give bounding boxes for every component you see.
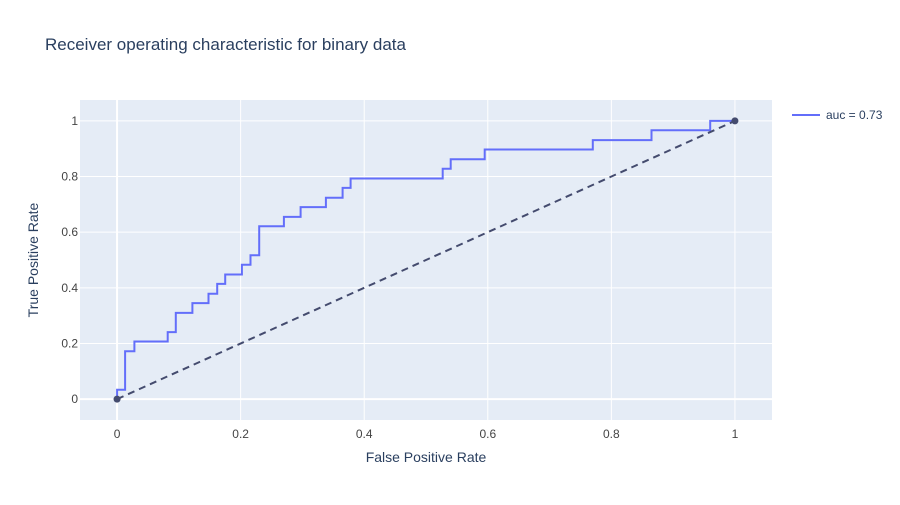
x-tick-label: 0.8 — [603, 427, 620, 441]
x-axis-title: False Positive Rate — [366, 449, 487, 465]
tick-labels: 0 0.2 0.4 0.6 0.8 1 0 0.2 0.4 0.6 0.8 1 — [61, 114, 738, 441]
x-tick-label: 0 — [114, 427, 121, 441]
chance-diagonal-line — [116, 119, 736, 401]
chart-title: Receiver operating characteristic for bi… — [45, 35, 406, 54]
legend-label-roc: auc = 0.73 — [826, 108, 883, 122]
y-tick-label: 0.6 — [61, 225, 78, 239]
x-tick-label: 0.2 — [232, 427, 249, 441]
x-tick-label: 1 — [732, 427, 739, 441]
y-tick-label: 0.8 — [61, 170, 78, 184]
y-tick-label: 0.2 — [61, 336, 78, 350]
roc-curve-line — [116, 119, 735, 400]
y-axis-title: True Positive Rate — [25, 202, 41, 317]
chance-diagonal-point — [113, 395, 121, 403]
grid-lines — [80, 100, 772, 420]
x-tick-label: 0.4 — [356, 427, 373, 441]
series-layer — [113, 117, 739, 403]
y-tick-label: 0.4 — [61, 281, 78, 295]
chance-diagonal-point — [731, 117, 739, 125]
y-tick-label: 0 — [71, 392, 78, 406]
y-tick-label: 1 — [71, 114, 78, 128]
x-tick-label: 0.6 — [479, 427, 496, 441]
legend[interactable]: auc = 0.73 — [792, 108, 883, 122]
